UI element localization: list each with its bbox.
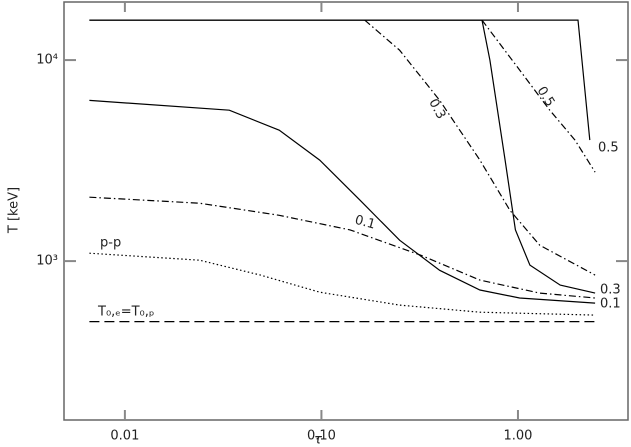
curve-annotation: p-p [100, 236, 121, 251]
line-series [89, 196, 596, 299]
x-tick-label: 0.01 [110, 429, 139, 444]
curve-annotation: 0.5 [598, 141, 619, 156]
line-series [89, 99, 596, 304]
y-tick-label: 10⁴ [36, 53, 58, 68]
curve-annotation: 0.3 [600, 283, 621, 298]
y-tick-label: 10³ [36, 254, 58, 269]
curve-annotation: 0.5 [534, 84, 558, 109]
curve-annotation: 0.1 [353, 213, 377, 233]
line-series [89, 19, 591, 141]
line-series [89, 19, 596, 294]
line-series [364, 19, 596, 276]
x-tick-label: 0.10 [307, 429, 336, 444]
x-tick-label: 1.00 [503, 429, 532, 444]
curve-annotation: 0.1 [600, 297, 621, 312]
x-axis-label: τ [314, 433, 322, 447]
plot-frame [63, 1, 629, 421]
line-series [481, 19, 596, 173]
line-series [89, 252, 596, 316]
curve-annotation: 0.3 [425, 96, 448, 121]
y-axis-label: T [keV] [7, 187, 22, 234]
curve-annotation: T₀,ₑ=T₀,ₚ [97, 305, 154, 320]
